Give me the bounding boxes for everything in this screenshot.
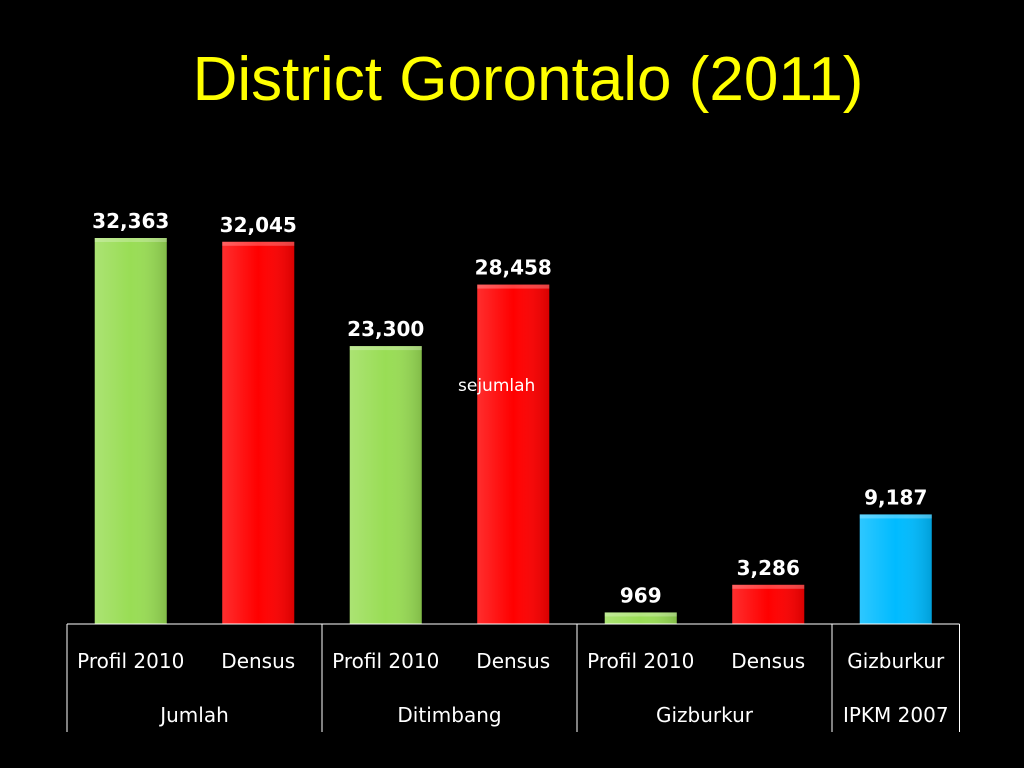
bar-gloss (732, 584, 805, 624)
group-label: IPKM 2007 (843, 703, 949, 727)
bar-cap (349, 346, 422, 351)
bar-gloss (94, 238, 167, 624)
bar-cap (732, 584, 805, 589)
bar-gloss (859, 514, 932, 624)
bars-layer: 32,363 32,045 23,300 28,458 969 3,286 9,187 (92, 209, 932, 624)
bar-cap (859, 514, 932, 519)
bar-cap (477, 284, 550, 289)
tick-label: Profil 2010 (332, 649, 439, 673)
bar-gloss (349, 346, 422, 624)
bar-gloss (222, 241, 295, 624)
tick-label: Densus (221, 649, 295, 673)
bar-gloss (604, 612, 677, 624)
group-label: Jumlah (158, 703, 229, 727)
annotation-note: sejumlah (458, 376, 535, 396)
tick-label: Densus (476, 649, 550, 673)
category-axis: Profil 2010 Densus Jumlah Profil 2010 Densus… (66, 623, 960, 732)
group-label: Ditimbang (397, 703, 501, 727)
data-label: 969 (620, 583, 662, 607)
tick-label: Densus (731, 649, 805, 673)
chart-title: District Gorontalo (2011) (192, 45, 864, 114)
bar-cap (94, 238, 167, 242)
bar-gloss (477, 284, 550, 624)
data-label: 32,363 (92, 209, 169, 233)
data-label: 32,045 (220, 213, 297, 237)
data-label: 9,187 (864, 485, 927, 509)
tick-label: Profil 2010 (77, 649, 184, 673)
data-label: 23,300 (347, 317, 424, 341)
tick-label: Gizburkur (847, 649, 945, 673)
bar-cap (604, 612, 677, 617)
data-label: 28,458 (475, 256, 552, 280)
tick-label: Profil 2010 (587, 649, 694, 673)
group-label: Gizburkur (656, 703, 754, 727)
bar-cap (222, 241, 295, 246)
data-label: 3,286 (737, 556, 800, 580)
